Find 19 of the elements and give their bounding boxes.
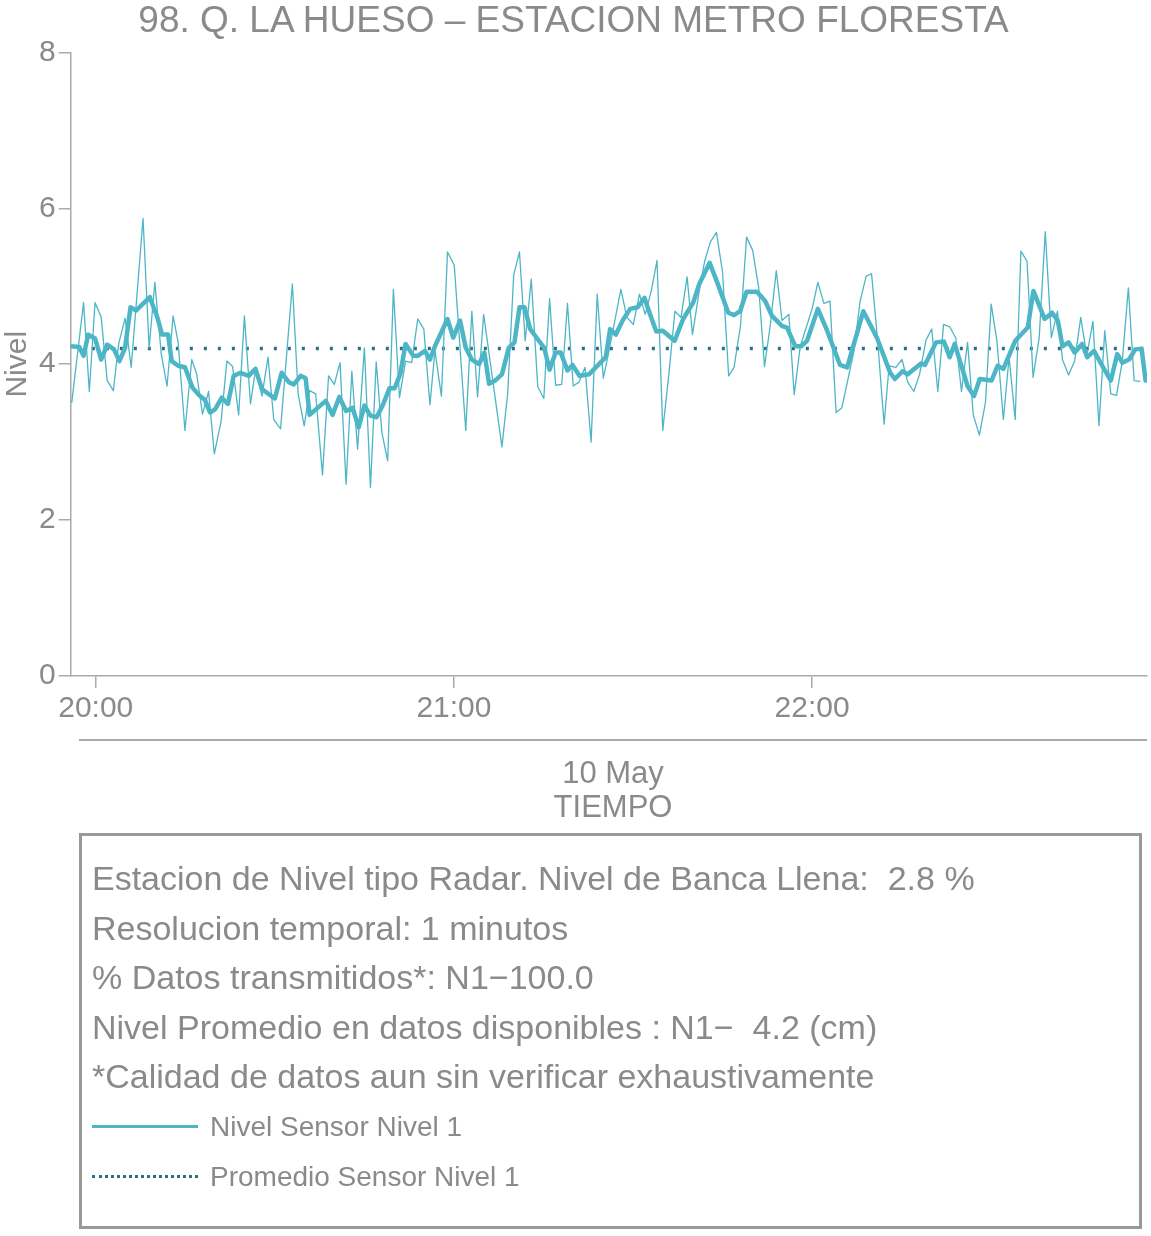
x-tick-label: 22:00 [774, 690, 850, 724]
y-tick-label: 8 [39, 33, 56, 67]
text: Nivel Promedio en datos disponibles : N1− 4.2 (cm) [92, 1006, 879, 1048]
text: *Calidad de datos aun sin verificar exhaustivamente [92, 1056, 876, 1097]
text: 10 May [561, 755, 665, 790]
x-tick-label: 21:00 [416, 690, 492, 724]
y-tick-label: 6 [39, 189, 56, 223]
x-axis-title: TIEMPO [552, 789, 674, 824]
y-tick-label: 0 [39, 657, 56, 691]
y-tick-label: 2 [39, 501, 56, 535]
y-tick-label: 4 [39, 345, 56, 379]
x-tick-label: 20:00 [58, 690, 134, 724]
chart-title: 98. Q. LA HUESO – ESTACION METRO FLORESTA [138, 0, 1010, 41]
text: Estacion de Nivel tipo Radar. Nivel de Banca Llena: 2.8 % [92, 858, 976, 899]
text: % Datos transmitidos*: N1−100.0 [92, 957, 595, 998]
text: Resolucion temporal: 1 minutos [92, 907, 570, 949]
y-axis-title: Nivel [0, 330, 33, 398]
legend-label: Promedio Sensor Nivel 1 [210, 1160, 520, 1193]
legend-label: Nivel Sensor Nivel 1 [210, 1110, 463, 1143]
